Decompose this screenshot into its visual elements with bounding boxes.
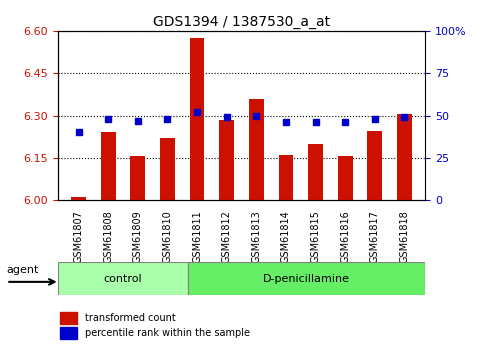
Bar — [249, 99, 264, 200]
Text: control: control — [104, 274, 142, 284]
Text: percentile rank within the sample: percentile rank within the sample — [85, 328, 250, 338]
Title: GDS1394 / 1387530_a_at: GDS1394 / 1387530_a_at — [153, 14, 330, 29]
Bar — [188, 262, 425, 295]
Text: agent: agent — [6, 265, 39, 275]
Bar — [367, 131, 382, 200]
Bar — [279, 155, 293, 200]
Bar — [397, 114, 412, 200]
Bar — [308, 144, 323, 200]
Bar — [58, 262, 188, 295]
Text: D-penicillamine: D-penicillamine — [263, 274, 350, 284]
Bar — [101, 132, 116, 200]
Bar — [71, 197, 86, 200]
Text: transformed count: transformed count — [85, 313, 176, 323]
Bar — [160, 138, 175, 200]
Bar — [219, 120, 234, 200]
Bar — [60, 312, 77, 324]
Bar — [60, 327, 77, 339]
Bar — [338, 156, 353, 200]
Bar — [130, 156, 145, 200]
Bar — [190, 38, 204, 200]
